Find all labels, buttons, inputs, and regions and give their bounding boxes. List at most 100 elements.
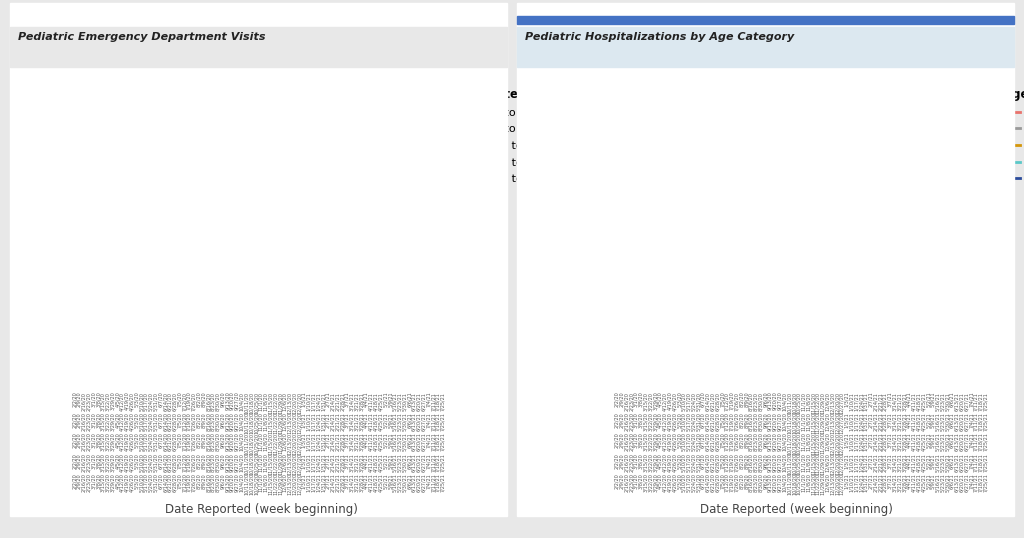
Text: 8/23/20: 8/23/20 bbox=[754, 473, 758, 492]
Text: 2/16/20: 2/16/20 bbox=[624, 433, 629, 451]
Text: 8/9/20: 8/9/20 bbox=[743, 412, 749, 428]
Text: 10/4/20: 10/4/20 bbox=[240, 392, 245, 410]
Text: 7/12/20: 7/12/20 bbox=[182, 392, 186, 410]
Text: 7/19/20: 7/19/20 bbox=[729, 453, 734, 472]
Text: 7/11/21: 7/11/21 bbox=[974, 412, 979, 431]
Text: 7/11/21: 7/11/21 bbox=[431, 433, 436, 451]
Text: 11/29/20: 11/29/20 bbox=[820, 473, 825, 495]
Text: 12/6/20: 12/6/20 bbox=[825, 453, 830, 472]
Text: 5/24/20: 5/24/20 bbox=[148, 412, 154, 431]
Text: 4/26/20: 4/26/20 bbox=[672, 412, 677, 431]
Text: 11/15/20: 11/15/20 bbox=[268, 433, 273, 455]
Text: 4/26/20: 4/26/20 bbox=[129, 392, 134, 410]
Text: 3/1/20: 3/1/20 bbox=[91, 412, 96, 428]
Text: 10/4/20: 10/4/20 bbox=[782, 392, 787, 410]
Text: 3/21/21: 3/21/21 bbox=[897, 473, 902, 492]
Text: 1/3/21: 1/3/21 bbox=[844, 473, 849, 489]
Text: 2/14/21: 2/14/21 bbox=[330, 473, 335, 492]
Text: 5/10/20: 5/10/20 bbox=[138, 473, 143, 492]
Text: 10/18/20: 10/18/20 bbox=[249, 412, 254, 434]
Text: 3/1/20: 3/1/20 bbox=[634, 473, 639, 489]
Text: 5/3/20: 5/3/20 bbox=[134, 433, 139, 448]
Text: 2/2/20: 2/2/20 bbox=[614, 412, 620, 428]
Text: 2/2/20: 2/2/20 bbox=[614, 473, 620, 489]
Text: Pediatric Emergency Department Visits: Pediatric Emergency Department Visits bbox=[18, 32, 266, 41]
Text: 7/4/21: 7/4/21 bbox=[426, 433, 431, 448]
Text: 6/21/20: 6/21/20 bbox=[168, 392, 172, 410]
Text: 5/2/21: 5/2/21 bbox=[383, 473, 388, 489]
Text: 11/15/20: 11/15/20 bbox=[268, 412, 273, 434]
Text: 1/17/21: 1/17/21 bbox=[854, 473, 859, 492]
Text: 5/3/20: 5/3/20 bbox=[677, 392, 682, 407]
Text: 6/7/20: 6/7/20 bbox=[158, 412, 163, 428]
Text: 2/16/20: 2/16/20 bbox=[624, 473, 629, 492]
Text: 1/10/21: 1/10/21 bbox=[849, 473, 854, 492]
Text: 7/11/21: 7/11/21 bbox=[431, 412, 436, 431]
Text: 5/10/20: 5/10/20 bbox=[681, 412, 686, 431]
Text: 3/28/21: 3/28/21 bbox=[902, 453, 906, 472]
Text: 12/27/20: 12/27/20 bbox=[297, 412, 302, 434]
Text: 10/11/20: 10/11/20 bbox=[786, 473, 792, 495]
Text: 12/6/20: 12/6/20 bbox=[283, 473, 288, 492]
Text: 5/10/20: 5/10/20 bbox=[138, 453, 143, 472]
Text: 3/1/20: 3/1/20 bbox=[91, 453, 96, 469]
Legend: 0 to 4, 5 to 10, 11 to 13, 14 to 17, 18 to 22: 0 to 4, 5 to 10, 11 to 13, 14 to 17, 18 … bbox=[454, 83, 552, 189]
Text: 3/29/20: 3/29/20 bbox=[110, 453, 115, 472]
Text: 9/6/20: 9/6/20 bbox=[763, 433, 768, 448]
Text: 5/10/20: 5/10/20 bbox=[681, 473, 686, 492]
Text: 3/22/20: 3/22/20 bbox=[105, 433, 111, 451]
Text: 3/15/20: 3/15/20 bbox=[643, 473, 648, 492]
Text: 3/7/21: 3/7/21 bbox=[344, 473, 349, 489]
Text: 9/6/20: 9/6/20 bbox=[763, 392, 768, 407]
Text: 4/18/21: 4/18/21 bbox=[916, 453, 921, 472]
Text: 12/6/20: 12/6/20 bbox=[283, 433, 288, 451]
Text: 11/15/20: 11/15/20 bbox=[811, 433, 816, 455]
Text: 3/21/21: 3/21/21 bbox=[897, 453, 902, 472]
Text: 7/19/20: 7/19/20 bbox=[186, 433, 191, 451]
Text: 12/27/20: 12/27/20 bbox=[840, 473, 845, 495]
Text: 5/17/20: 5/17/20 bbox=[686, 412, 691, 431]
Text: 12/27/20: 12/27/20 bbox=[297, 473, 302, 495]
Y-axis label: Number of Hospitalizations: Number of Hospitalizations bbox=[575, 154, 585, 306]
Text: 2/2/20: 2/2/20 bbox=[72, 412, 77, 428]
Text: 12/20/20: 12/20/20 bbox=[835, 473, 840, 495]
Text: 9/20/20: 9/20/20 bbox=[229, 453, 234, 472]
Text: 8/9/20: 8/9/20 bbox=[201, 392, 206, 407]
Text: 3/29/20: 3/29/20 bbox=[652, 453, 657, 472]
Text: 12/13/20: 12/13/20 bbox=[287, 392, 292, 414]
Text: 12/13/20: 12/13/20 bbox=[287, 473, 292, 495]
Text: 4/11/21: 4/11/21 bbox=[911, 433, 916, 451]
Text: 3/15/20: 3/15/20 bbox=[100, 392, 105, 410]
Text: 4/26/20: 4/26/20 bbox=[129, 453, 134, 472]
Text: 5/2/21: 5/2/21 bbox=[383, 392, 388, 407]
Text: 1/31/21: 1/31/21 bbox=[863, 433, 868, 451]
Text: 9/6/20: 9/6/20 bbox=[220, 392, 225, 407]
Text: 11/8/20: 11/8/20 bbox=[263, 392, 268, 410]
Text: 6/20/21: 6/20/21 bbox=[417, 433, 422, 451]
Text: 11/15/20: 11/15/20 bbox=[268, 473, 273, 495]
Text: 3/14/21: 3/14/21 bbox=[349, 412, 354, 431]
Text: 5/30/21: 5/30/21 bbox=[402, 412, 407, 431]
Text: 8/2/20: 8/2/20 bbox=[739, 392, 743, 407]
Text: 3/7/21: 3/7/21 bbox=[887, 412, 892, 428]
Text: 1/31/21: 1/31/21 bbox=[321, 433, 326, 451]
Text: 4/19/20: 4/19/20 bbox=[124, 412, 129, 431]
Text: 9/13/20: 9/13/20 bbox=[225, 433, 229, 451]
Text: 3/15/20: 3/15/20 bbox=[100, 473, 105, 492]
Text: 3/29/20: 3/29/20 bbox=[110, 433, 115, 451]
Text: 12/6/20: 12/6/20 bbox=[283, 392, 288, 410]
Text: 6/28/20: 6/28/20 bbox=[715, 433, 720, 451]
Text: 1/10/21: 1/10/21 bbox=[306, 392, 311, 410]
Text: 4/5/20: 4/5/20 bbox=[115, 412, 120, 428]
Text: 7/4/21: 7/4/21 bbox=[969, 433, 974, 448]
Text: 3/14/21: 3/14/21 bbox=[349, 473, 354, 492]
Text: 7/4/21: 7/4/21 bbox=[969, 453, 974, 469]
Text: 7/12/20: 7/12/20 bbox=[725, 473, 729, 492]
Text: 4/5/20: 4/5/20 bbox=[115, 433, 120, 448]
Text: 7/5/20: 7/5/20 bbox=[177, 473, 182, 489]
Text: 4/12/20: 4/12/20 bbox=[663, 473, 668, 492]
Text: 11/1/20: 11/1/20 bbox=[801, 392, 806, 410]
Text: 4/4/21: 4/4/21 bbox=[364, 473, 369, 489]
Text: 8/23/20: 8/23/20 bbox=[211, 412, 215, 431]
Text: 4/11/21: 4/11/21 bbox=[911, 392, 916, 410]
